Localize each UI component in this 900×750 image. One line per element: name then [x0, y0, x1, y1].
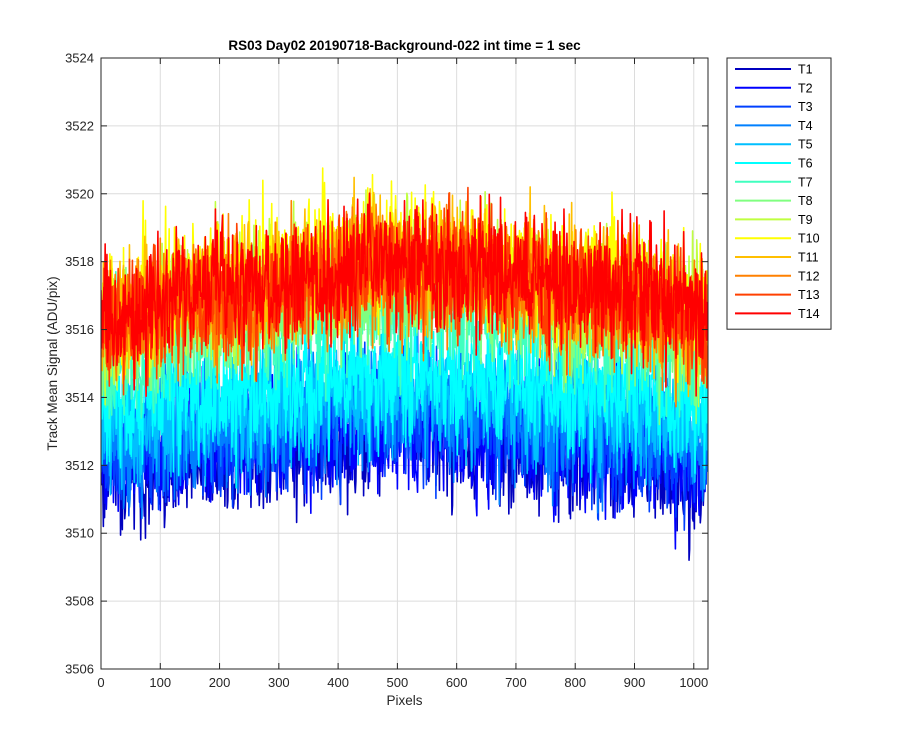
legend-label-t4: T4: [798, 119, 813, 133]
x-tick-label: 100: [149, 675, 171, 690]
legend-label-t9: T9: [798, 213, 813, 227]
x-tick-label: 400: [327, 675, 349, 690]
legend-label-t13: T13: [798, 288, 820, 302]
legend-label-t5: T5: [798, 138, 813, 152]
y-tick-label: 3518: [65, 254, 94, 269]
legend-label-t6: T6: [798, 157, 813, 171]
x-tick-label: 800: [564, 675, 586, 690]
legend-box: [726, 57, 832, 330]
series-layer: [101, 167, 708, 561]
axes-box: [100, 57, 709, 670]
legend-label-t10: T10: [798, 232, 820, 246]
chart-title: RS03 Day02 20190718-Background-022 int t…: [228, 38, 581, 53]
x-tick-label: 900: [624, 675, 646, 690]
legend: T1 T2 T3 T4 T5 T6 T7 T8 T9 T10 T11 T12 T13 T14: [726, 57, 832, 330]
x-tick-label: 600: [446, 675, 468, 690]
ticks: 0 100 200 300 400 500 600 700 800 900 1000 3506 3508…: [65, 51, 708, 691]
x-tick-label: 200: [209, 675, 231, 690]
x-tick-label: 0: [97, 675, 104, 690]
y-tick-label: 3520: [65, 186, 94, 201]
legend-label-t8: T8: [798, 194, 813, 208]
legend-label-t14: T14: [798, 307, 820, 321]
x-axis-label: Pixels: [386, 693, 422, 708]
legend-label-t7: T7: [798, 175, 813, 189]
plot-area: 0 100 200 300 400 500 600 700 800 900 1000 3506 3508…: [65, 51, 709, 691]
legend-items: T1 T2 T3 T4 T5 T6 T7 T8 T9 T10 T11 T12 T13 T14: [735, 63, 820, 321]
y-axis-label: Track Mean Signal (ADU/pix): [45, 276, 60, 450]
legend-label-t1: T1: [798, 63, 813, 77]
y-tick-label: 3514: [65, 390, 94, 405]
legend-label-t11: T11: [798, 251, 819, 265]
series-line-t6: [101, 291, 708, 489]
y-tick-label: 3516: [65, 322, 94, 337]
y-tick-label: 3522: [65, 118, 94, 133]
legend-label-t12: T12: [798, 269, 820, 283]
x-tick-label: 1000: [679, 675, 708, 690]
x-tick-label: 300: [268, 675, 290, 690]
x-tick-label: 700: [505, 675, 527, 690]
y-tick-label: 3512: [65, 458, 94, 473]
series-line-t14: [101, 192, 708, 398]
y-tick-label: 3510: [65, 526, 94, 541]
y-tick-label: 3506: [65, 662, 94, 677]
x-tick-label: 500: [387, 675, 409, 690]
legend-label-t2: T2: [798, 81, 813, 95]
y-tick-label: 3508: [65, 594, 94, 609]
y-tick-label: 3524: [65, 51, 94, 66]
legend-label-t3: T3: [798, 100, 813, 114]
